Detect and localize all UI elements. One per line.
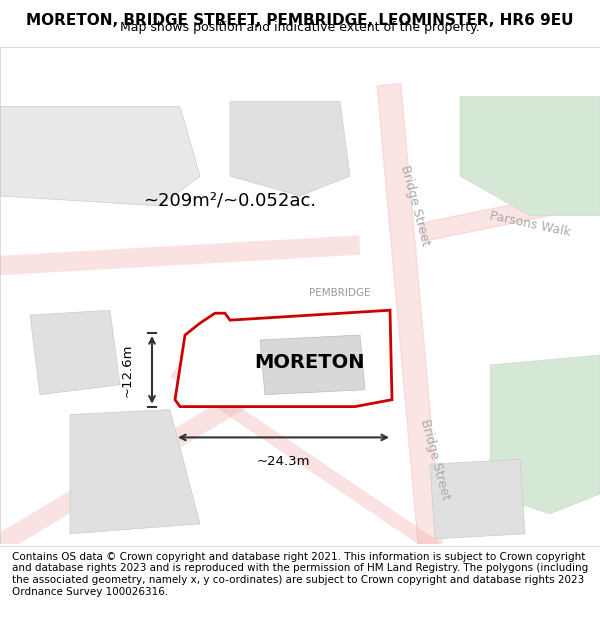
Text: Parsons Walk: Parsons Walk bbox=[488, 209, 572, 239]
Text: MORETON: MORETON bbox=[255, 353, 365, 372]
Polygon shape bbox=[70, 409, 200, 534]
Text: ~12.6m: ~12.6m bbox=[121, 343, 134, 397]
Polygon shape bbox=[230, 101, 350, 196]
Text: MORETON, BRIDGE STREET, PEMBRIDGE, LEOMINSTER, HR6 9EU: MORETON, BRIDGE STREET, PEMBRIDGE, LEOMI… bbox=[26, 13, 574, 28]
Polygon shape bbox=[0, 106, 200, 206]
Text: Bridge Street: Bridge Street bbox=[418, 418, 452, 501]
Text: Map shows position and indicative extent of the property.: Map shows position and indicative extent… bbox=[120, 21, 480, 34]
Text: PEMBRIDGE: PEMBRIDGE bbox=[309, 288, 371, 298]
Polygon shape bbox=[490, 355, 600, 514]
Polygon shape bbox=[260, 335, 365, 395]
Polygon shape bbox=[430, 459, 525, 539]
Text: ~209m²/~0.052ac.: ~209m²/~0.052ac. bbox=[143, 192, 317, 210]
Text: Contains OS data © Crown copyright and database right 2021. This information is : Contains OS data © Crown copyright and d… bbox=[12, 552, 588, 597]
Polygon shape bbox=[460, 96, 600, 216]
Text: ~24.3m: ~24.3m bbox=[257, 455, 310, 468]
Polygon shape bbox=[175, 310, 392, 407]
Text: Bridge Street: Bridge Street bbox=[398, 164, 432, 248]
Polygon shape bbox=[30, 310, 120, 395]
